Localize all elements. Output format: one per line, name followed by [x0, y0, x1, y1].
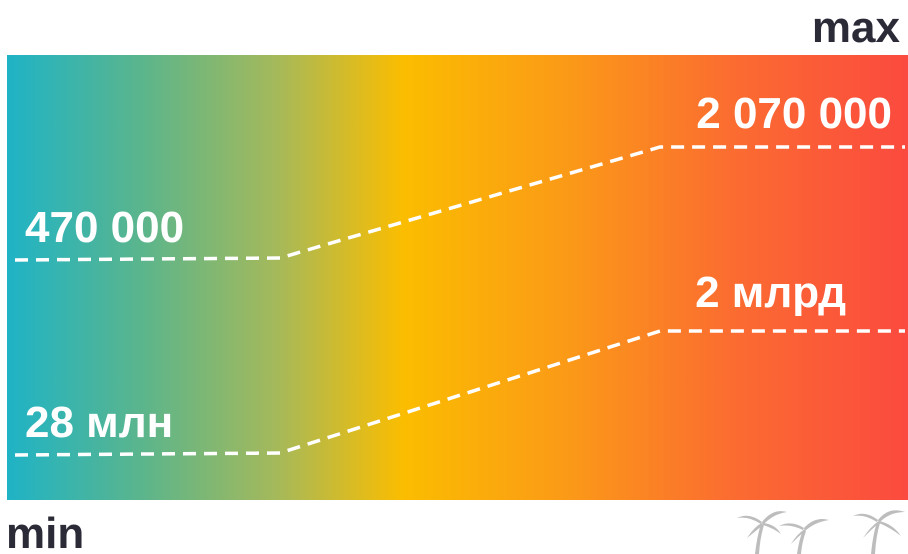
palm-trees-icon — [737, 510, 905, 554]
connector-line-top — [14, 145, 905, 262]
value-row1-left: 470 000 — [25, 203, 185, 252]
connector-line-bottom — [14, 329, 905, 457]
value-row2-right: 2 млрд — [695, 268, 846, 317]
max-label: max — [811, 3, 900, 52]
value-row1-right: 2 070 000 — [696, 89, 892, 138]
gradient-band — [7, 55, 908, 500]
value-row2-left: 28 млн — [25, 398, 174, 447]
min-label: min — [6, 509, 85, 554]
